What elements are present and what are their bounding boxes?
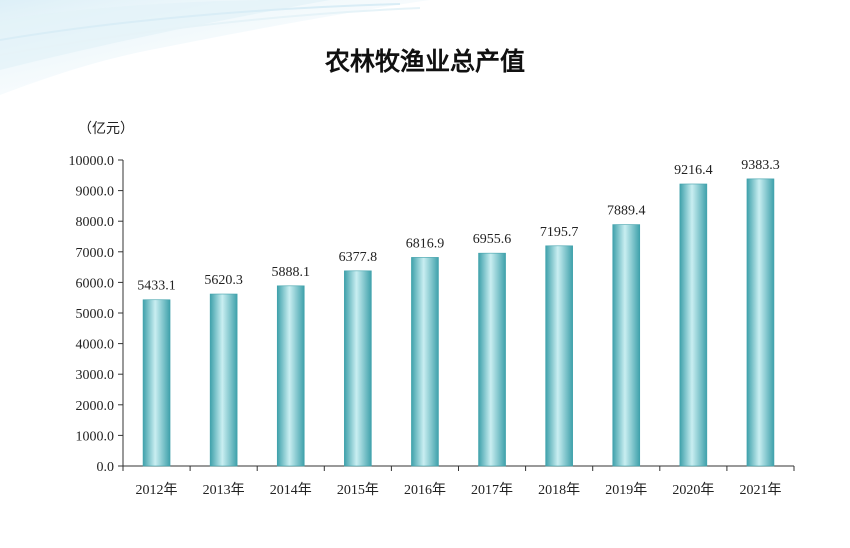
x-tick-label: 2020年 [672, 482, 714, 498]
data-label: 5888.1 [272, 265, 311, 280]
data-label: 7195.7 [540, 225, 579, 240]
y-tick-label: 10000.0 [69, 154, 115, 169]
x-tick-label: 2014年 [270, 482, 312, 498]
bar-2021年 [746, 178, 775, 467]
data-labels-group: 5433.1 2012年 5620.3 2013年 5888.1 2014年 6377.8 2… [136, 158, 782, 498]
y-tick-label: 9000.0 [76, 185, 115, 200]
y-tick-label: 0.0 [97, 460, 115, 475]
x-tick-label: 2015年 [337, 482, 379, 498]
data-label: 6955.6 [473, 232, 512, 247]
y-tick-label: 2000.0 [76, 399, 115, 414]
y-tick-label: 4000.0 [76, 338, 115, 353]
y-axis-unit-label: （亿元） [78, 121, 134, 137]
y-tick-label: 6000.0 [76, 276, 115, 291]
y-tick-label: 7000.0 [76, 246, 115, 261]
y-tick-label: 8000.0 [76, 215, 115, 230]
bar-2020年 [679, 183, 708, 467]
data-label: 9383.3 [741, 158, 780, 173]
y-tick-label: 5000.0 [76, 307, 115, 322]
x-tick-label: 2019年 [605, 482, 647, 498]
data-label: 5620.3 [204, 273, 243, 288]
background-wave-decoration [0, 0, 430, 95]
bar-2012年 [142, 299, 171, 467]
y-tick-label: 1000.0 [76, 429, 115, 444]
bar-2016年 [411, 257, 439, 467]
x-tick-label: 2016年 [404, 482, 446, 498]
bar-2017年 [478, 252, 506, 467]
x-tick-label: 2013年 [203, 482, 245, 498]
data-label: 6377.8 [339, 250, 378, 265]
bar-2018年 [545, 245, 573, 467]
data-label: 6816.9 [406, 236, 445, 251]
chart-title: 农林牧渔业总产值 [324, 47, 525, 76]
x-tick-label: 2018年 [538, 482, 580, 498]
bar-2019年 [612, 224, 641, 467]
bar-2015年 [344, 270, 372, 467]
x-tick-label: 2017年 [471, 482, 513, 498]
bars-group [142, 178, 775, 467]
bar-2014年 [276, 285, 305, 467]
x-tick-label: 2012年 [136, 482, 178, 498]
data-label: 7889.4 [607, 204, 646, 219]
x-tick-label: 2021年 [739, 482, 781, 498]
data-label: 5433.1 [137, 279, 176, 294]
y-tick-label: 3000.0 [76, 368, 115, 383]
data-label: 9216.4 [674, 163, 713, 178]
bar-2013年 [209, 293, 238, 467]
